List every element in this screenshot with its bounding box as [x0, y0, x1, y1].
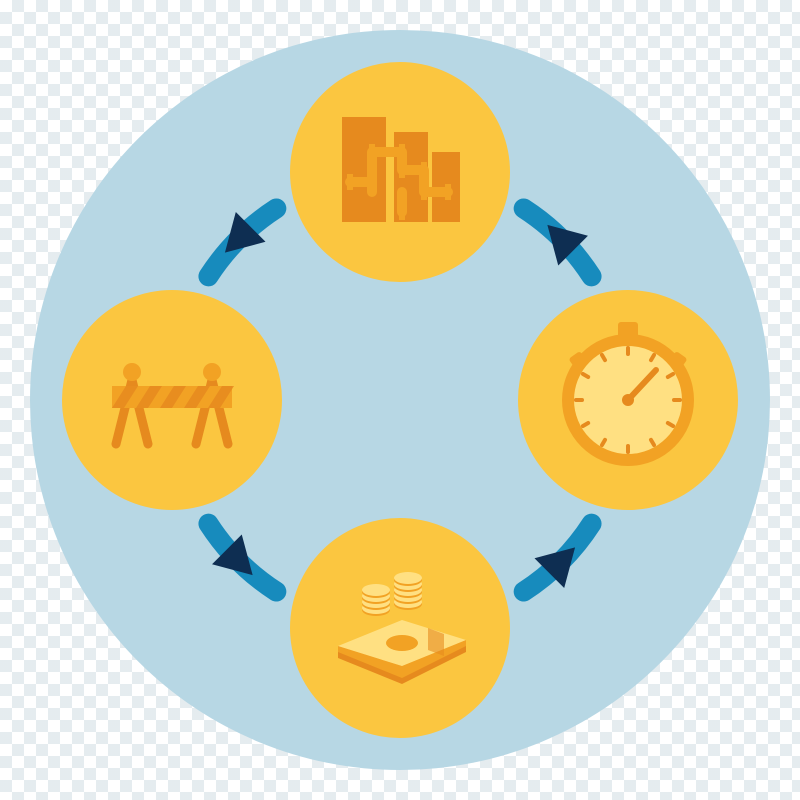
node-right	[518, 290, 738, 510]
node-bottom	[290, 518, 510, 738]
diagram-canvas	[0, 0, 800, 800]
cycle-diagram	[0, 0, 800, 800]
node-top	[290, 62, 510, 282]
node-left	[62, 290, 282, 510]
